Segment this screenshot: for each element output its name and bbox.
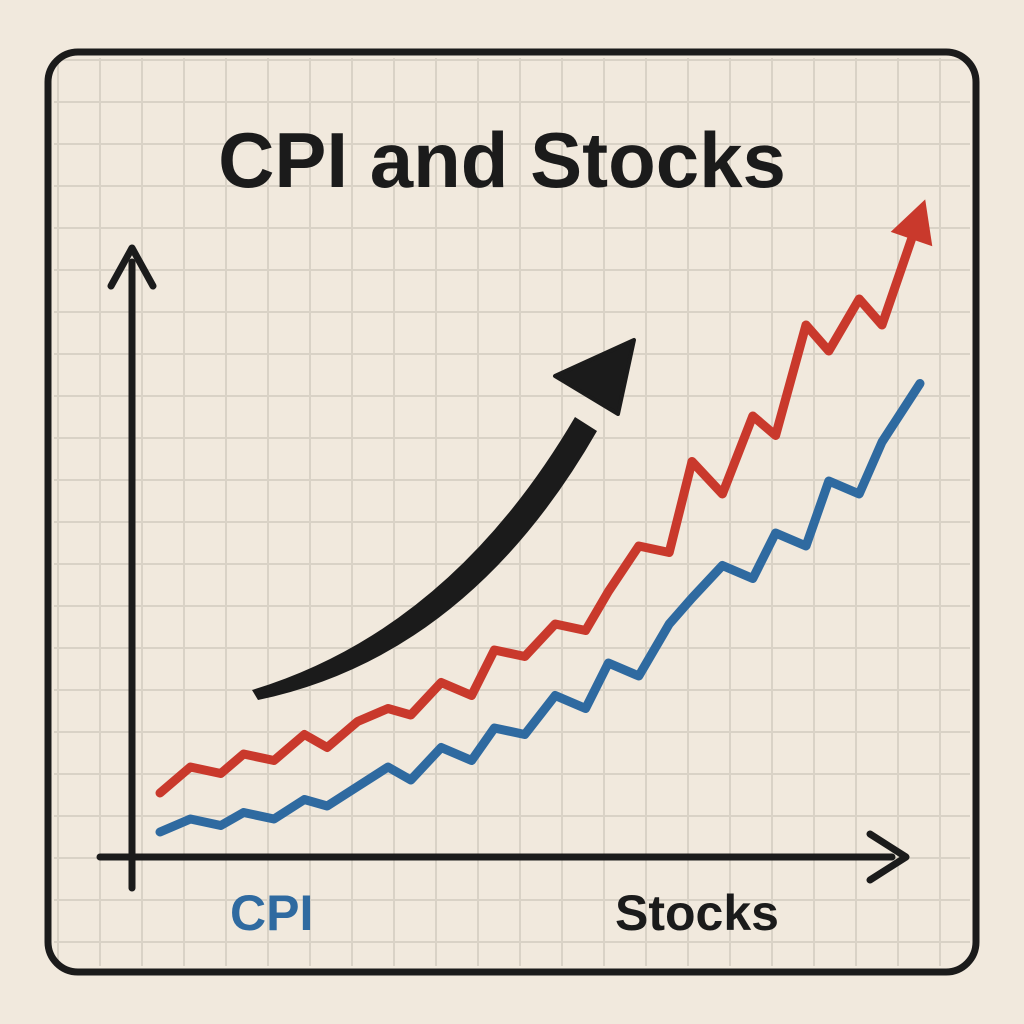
legend-label-cpi: CPI xyxy=(230,885,313,941)
trend-arrow xyxy=(252,338,636,700)
chart-frame xyxy=(44,48,980,976)
y-axis xyxy=(107,244,157,892)
series-cpi xyxy=(155,379,925,837)
x-axis-arrowhead xyxy=(866,830,910,884)
trend-arrow-head xyxy=(553,338,636,416)
x-axis xyxy=(96,830,910,884)
legend-label-stocks: Stocks xyxy=(615,885,779,941)
grid-lines xyxy=(54,58,970,966)
series-line-stocks xyxy=(155,210,925,798)
series-line-cpi xyxy=(155,379,925,837)
series-layer xyxy=(155,199,933,837)
y-axis-arrowhead xyxy=(107,244,157,290)
series-stocks xyxy=(155,199,933,798)
chart-title: CPI and Stocks xyxy=(218,116,786,204)
trend-arrow-shaft xyxy=(252,417,597,700)
series-arrowhead-stocks xyxy=(890,199,933,247)
